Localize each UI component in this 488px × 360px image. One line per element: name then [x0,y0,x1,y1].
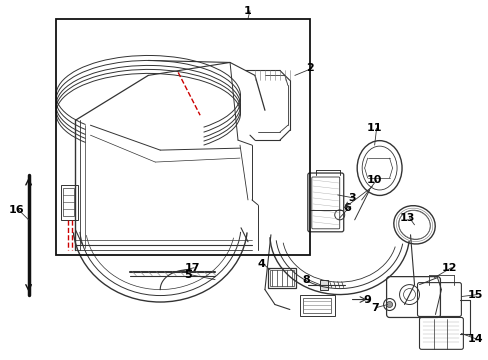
Text: 5: 5 [184,270,192,280]
Text: 15: 15 [467,289,482,300]
Text: 13: 13 [399,213,414,223]
Text: 1: 1 [244,6,251,15]
Bar [269,270,293,285]
Text: 8: 8 [301,275,309,285]
Text: 2: 2 [305,63,313,73]
Text: 10: 10 [366,175,382,185]
Bar [302,298,330,314]
Text: 11: 11 [366,123,382,133]
Text: 12: 12 [441,263,456,273]
Bar [299,294,334,316]
Bar [56,19,309,255]
Text: 14: 14 [467,334,482,345]
Bar [61,185,78,220]
Text: 16: 16 [9,205,24,215]
Text: 9: 9 [363,294,371,305]
Circle shape [386,302,392,307]
Text: 4: 4 [257,259,264,269]
Text: 7: 7 [370,302,378,312]
Text: 17: 17 [184,263,200,273]
Text: 6: 6 [342,203,350,213]
Bar [319,280,327,289]
Text: 3: 3 [347,193,355,203]
Bar [267,268,295,288]
Bar [62,188,74,216]
